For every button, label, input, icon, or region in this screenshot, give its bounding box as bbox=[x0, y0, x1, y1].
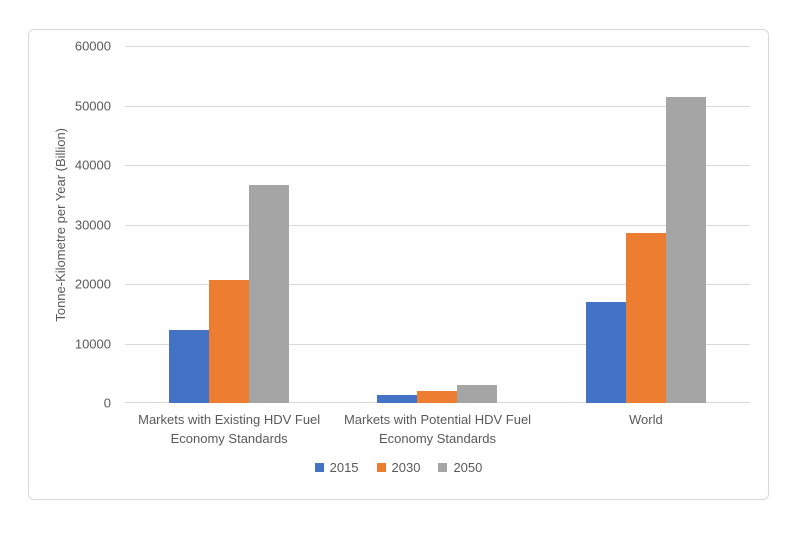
gridline-60000 bbox=[125, 46, 750, 47]
category-label-1: Markets with Existing HDV Fuel Economy S… bbox=[138, 412, 321, 446]
x-axis-category-labels: Markets with Existing HDV Fuel Economy S… bbox=[125, 411, 750, 453]
y-tick-label: 30000 bbox=[74, 217, 111, 232]
gridline-50000 bbox=[125, 105, 750, 107]
category-label-3: World bbox=[628, 412, 663, 427]
y-tick-label: 50000 bbox=[74, 98, 111, 113]
legend-swatch-2015 bbox=[314, 463, 324, 472]
y-axis-tick-labels: 0 10000 20000 30000 40000 50000 60000 bbox=[29, 39, 115, 411]
bar-2030-category-3 bbox=[625, 233, 666, 403]
gridline-10000 bbox=[125, 343, 750, 345]
gridline-30000 bbox=[125, 224, 750, 226]
y-tick-label: 40000 bbox=[74, 157, 111, 173]
bar-2030-category-2 bbox=[417, 391, 458, 403]
legend-item-2050: 2050 bbox=[438, 460, 482, 475]
legend-swatch-2050 bbox=[438, 463, 448, 472]
bar-2050-category-2 bbox=[457, 385, 498, 403]
legend-label-2015: 2015 bbox=[329, 460, 359, 475]
legend-item-2015: 2015 bbox=[314, 460, 359, 475]
y-tick-label: 20000 bbox=[74, 276, 111, 292]
legend-item-2030: 2030 bbox=[376, 460, 421, 475]
bar-group-3 bbox=[542, 46, 750, 403]
legend: 2015 2030 2050 bbox=[29, 460, 768, 475]
bar-2015-category-3 bbox=[585, 302, 626, 403]
bar-group-2 bbox=[333, 46, 541, 403]
bar-2015-category-2 bbox=[377, 395, 418, 403]
gridline-40000 bbox=[125, 165, 750, 166]
gridline-20000 bbox=[125, 284, 750, 285]
legend-label-2030: 2030 bbox=[391, 460, 421, 475]
y-tick-label: 60000 bbox=[74, 38, 111, 54]
bar-2050-category-1 bbox=[249, 185, 290, 403]
legend-label-2050: 2050 bbox=[453, 460, 483, 475]
y-tick-label: 0 bbox=[103, 395, 111, 411]
bar-2030-category-1 bbox=[209, 280, 250, 403]
chart-frame: Tonne-Kilometre per Year (Billion) 0 1000… bbox=[28, 29, 769, 500]
bar-group-1 bbox=[125, 46, 333, 403]
bar-2015-category-1 bbox=[169, 330, 210, 403]
category-label-2: Markets with Potential HDV Fuel Economy … bbox=[343, 412, 532, 446]
plot-area bbox=[125, 46, 750, 403]
y-tick-label: 10000 bbox=[74, 336, 111, 351]
legend-swatch-2030 bbox=[376, 463, 386, 472]
bar-2050-category-3 bbox=[665, 97, 706, 403]
